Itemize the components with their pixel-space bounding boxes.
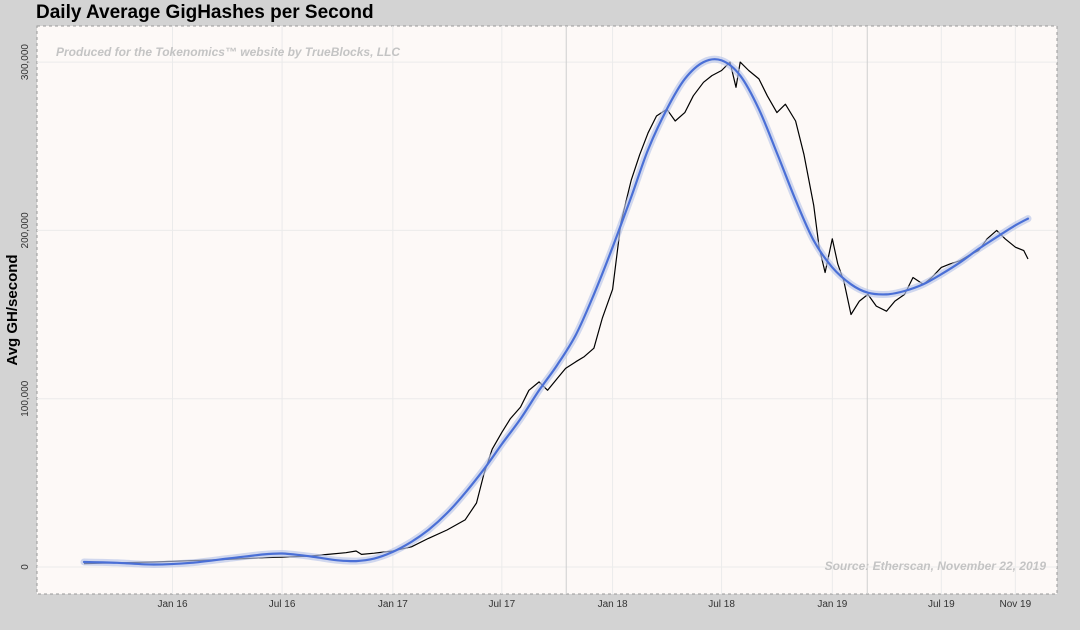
x-tick-label: Jan 18 (598, 599, 628, 610)
x-tick-label: Jul 17 (488, 599, 515, 610)
chart-title: Daily Average GigHashes per Second (36, 2, 374, 23)
y-axis: 0 100,000 200,000 300,000 (20, 44, 31, 570)
x-tick-label: Jan 19 (817, 599, 847, 610)
x-tick-label: Jul 16 (269, 599, 296, 610)
x-tick-label: Jan 16 (157, 599, 187, 610)
y-tick-label: 0 (20, 564, 31, 570)
source-annotation: Source: Etherscan, November 22, 2019 (825, 559, 1047, 573)
x-tick-label: Jan 17 (378, 599, 408, 610)
y-tick-label: 200,000 (20, 212, 31, 249)
x-axis: Jan 16 Jul 16 Jan 17 Jul 17 Jan 18 Jul 18 Jan … (157, 599, 1031, 610)
credit-annotation: Produced for the Tokenomics™ website by … (56, 45, 400, 59)
y-tick-label: 100,000 (20, 380, 31, 417)
y-tick-label: 300,000 (20, 44, 31, 81)
series (80, 55, 1032, 569)
y-axis-label: Avg GH/second (4, 254, 21, 365)
x-tick-label: Jul 18 (708, 599, 735, 610)
trend-line (82, 58, 1030, 566)
grid (37, 26, 1057, 594)
x-tick-label: Nov 19 (1000, 599, 1032, 610)
x-tick-label: Jul 19 (928, 599, 955, 610)
reference-lines (565, 26, 868, 594)
plot-background (36, 25, 1058, 595)
